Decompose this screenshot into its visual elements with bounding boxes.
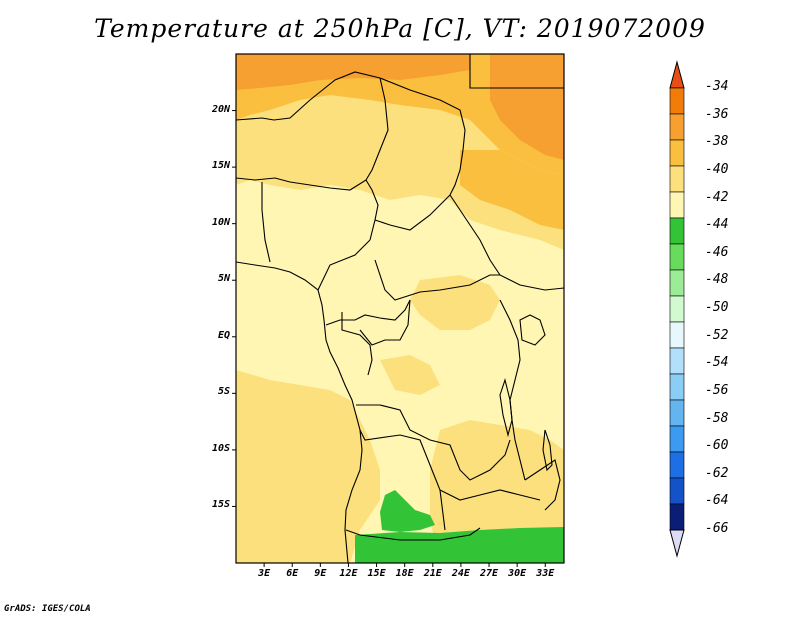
colorbar-box xyxy=(669,87,685,115)
field-band-38-36-northeast xyxy=(490,54,564,160)
colorbar-label: -42 xyxy=(705,189,729,205)
coastline-west-africa xyxy=(236,261,363,563)
colorbar-label: -38 xyxy=(705,134,729,150)
field-band-42-40-patch xyxy=(380,355,440,395)
border-sahel-2 xyxy=(449,194,564,291)
field-band-38-36-north xyxy=(236,54,470,90)
colorbar-box xyxy=(669,269,685,297)
border-cameroon xyxy=(317,194,451,291)
border-drc-west xyxy=(359,299,411,346)
field-band-42-40-southwest xyxy=(236,370,380,563)
latitude-label: EQ xyxy=(217,329,230,341)
colorbar-label: -60 xyxy=(705,438,729,454)
colorbar-label: -40 xyxy=(705,161,729,177)
colorbar-label: -56 xyxy=(705,382,729,398)
border-sahel-1 xyxy=(236,177,379,241)
colorbar-boxes xyxy=(669,87,685,531)
border-north-3 xyxy=(469,54,564,89)
colorbar-label: -58 xyxy=(705,410,729,426)
longitude-label: 21E xyxy=(423,568,442,579)
colorbar-box xyxy=(669,399,685,427)
border-car xyxy=(374,259,500,301)
colorbar xyxy=(669,60,685,558)
border-gabon xyxy=(341,312,373,376)
colorbar-label: -50 xyxy=(705,300,729,315)
temperature-field xyxy=(236,54,564,563)
colorbar-box xyxy=(669,243,685,271)
colorbar-box xyxy=(669,425,685,453)
longitude-label: 24E xyxy=(451,568,470,579)
longitude-label: 27E xyxy=(479,568,499,579)
longitude-label: 15E xyxy=(367,568,386,579)
longitude-label: 6E xyxy=(286,568,299,579)
longitude-label: 18E xyxy=(395,568,414,579)
colorbar-box xyxy=(669,191,685,219)
border-drc-south xyxy=(356,404,511,481)
country-borders xyxy=(236,54,564,563)
colorbar-box xyxy=(669,477,685,505)
colorbar-box xyxy=(669,295,685,323)
border-north-1 xyxy=(236,71,466,196)
latitude-label: 15S xyxy=(211,499,230,511)
field-band-40-38-north xyxy=(236,54,564,175)
colorbar-label: -66 xyxy=(705,521,729,536)
longitude-label: 3E xyxy=(258,568,271,579)
lake-malawi xyxy=(542,429,553,472)
longitude-label: 33E xyxy=(536,568,555,579)
border-east xyxy=(499,299,526,481)
latitude-label: 5S xyxy=(217,386,230,398)
lake-tanganyika xyxy=(499,378,513,438)
border-nigeria xyxy=(261,182,271,263)
colorbar-box xyxy=(669,373,685,401)
lake-victoria xyxy=(519,314,546,346)
colorbar-label: -54 xyxy=(705,355,729,371)
latitude-label: 20N xyxy=(211,103,230,115)
field-band-46-44-patch xyxy=(380,490,435,532)
colorbar-label: -62 xyxy=(705,465,729,481)
colorbar-box xyxy=(669,503,685,531)
colorbar-box xyxy=(669,165,685,193)
colorbar-box xyxy=(669,139,685,167)
field-band-42-40-central xyxy=(410,275,500,330)
latitude-label: 5N xyxy=(217,273,230,285)
colorbar-box xyxy=(669,321,685,349)
latitude-label: 10N xyxy=(211,216,230,228)
colorbar-box xyxy=(669,217,685,245)
map-frame xyxy=(235,53,565,564)
colorbar-bottom-arrow xyxy=(669,529,685,558)
field-band-40-38-northeast xyxy=(460,150,564,230)
longitude-label: 30E xyxy=(508,568,527,579)
latitude-label: 10S xyxy=(211,442,230,454)
colorbar-box xyxy=(669,451,685,479)
colorbar-box xyxy=(669,113,685,141)
colorbar-label: -46 xyxy=(705,244,729,260)
field-band-46-44-south xyxy=(355,527,564,563)
border-zambia xyxy=(439,489,541,501)
longitude-label: 12E xyxy=(339,568,358,579)
colorbar-label: -34 xyxy=(705,79,729,94)
map-title: Temperature at 250hPa [C], VT: 201907200… xyxy=(94,14,706,43)
axis-ticks xyxy=(232,110,546,567)
colorbar-top-arrow xyxy=(669,60,685,89)
border-north-2 xyxy=(365,77,389,181)
border-namibia xyxy=(345,527,481,541)
field-band-42-40-southeast xyxy=(430,420,564,563)
border-mozambique xyxy=(524,459,561,511)
longitude-label: 9E xyxy=(314,568,327,579)
colorbar-label: -52 xyxy=(705,327,729,343)
colorbar-label: -48 xyxy=(705,272,729,288)
grads-credit: GrADS: IGES/COLA xyxy=(4,604,91,614)
latitude-label: 15N xyxy=(211,160,230,172)
colorbar-label: -44 xyxy=(705,217,729,233)
colorbar-label: -64 xyxy=(705,493,729,509)
colorbar-label: -36 xyxy=(705,106,729,122)
colorbar-box xyxy=(669,347,685,375)
